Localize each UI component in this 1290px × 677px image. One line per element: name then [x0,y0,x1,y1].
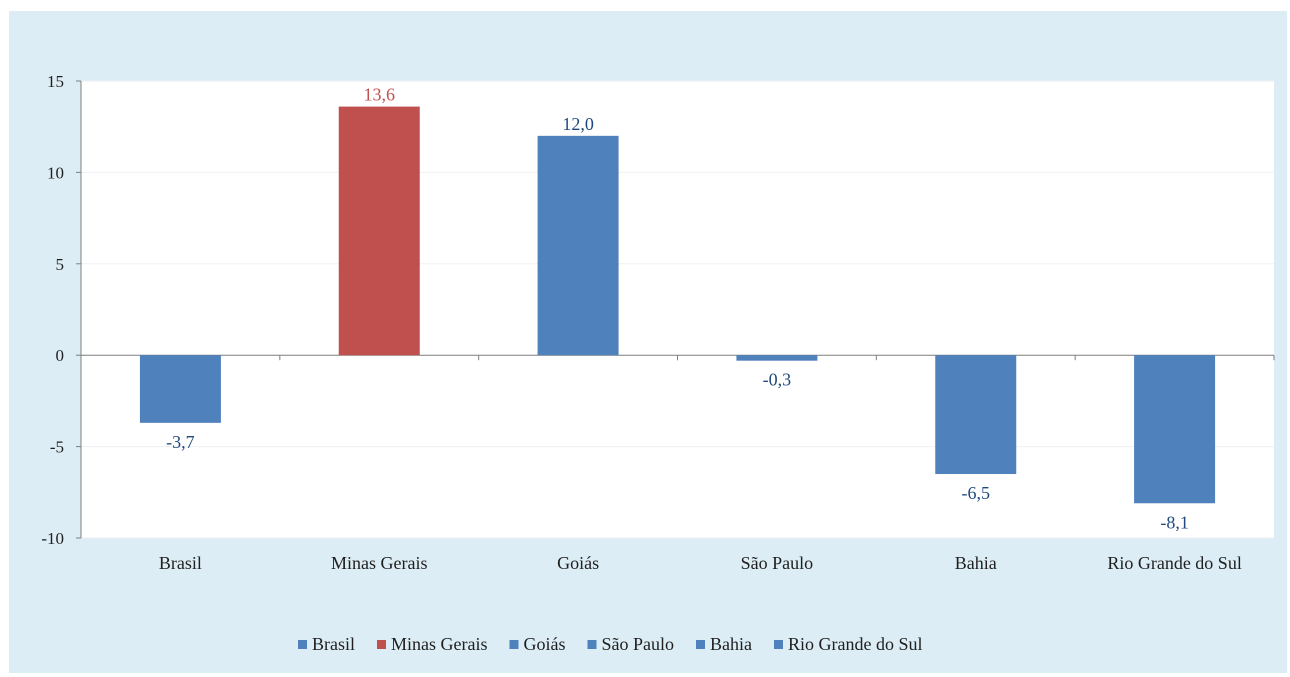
x-tick-label: São Paulo [741,553,814,573]
data-labels: -3,7 13,6 12,0 -0,3 -6,5 -8,1 [166,85,1189,533]
x-tick-label: Brasil [159,553,202,573]
x-tick-label: Bahia [955,553,997,573]
y-tick-label: -5 [50,438,64,457]
y-tick-label: -10 [41,529,64,548]
data-label: -6,5 [962,483,991,503]
y-tick-label: 15 [47,72,64,91]
data-label: 13,6 [364,85,396,105]
gridlines [81,80,1274,539]
legend-swatch [587,640,597,649]
axes [80,81,1275,538]
legend: Brasil Minas Gerais Goiás São Paulo Bahia Rio… [298,634,923,654]
y-tick-label: 5 [56,255,65,274]
legend-swatch [509,640,519,649]
legend-label: Brasil [312,634,355,654]
plot-area [81,81,1274,538]
data-label: -8,1 [1160,512,1189,532]
legend-swatch [774,640,783,649]
bar [537,135,619,356]
y-tick-label: 0 [56,346,65,365]
bar [139,355,221,423]
bar [1134,355,1216,504]
bar [338,106,420,356]
legend-swatch [696,640,705,649]
x-tick-label: Goiás [557,553,599,573]
x-axis-labels: Brasil Minas Gerais Goiás São Paulo Bahia Rio… [159,553,1242,573]
bar [935,355,1017,475]
data-label: -3,7 [166,432,195,452]
y-tick-label: 10 [47,163,64,182]
legend-label: São Paulo [601,634,674,654]
bars [139,106,1216,504]
legend-swatch [377,640,386,649]
x-tick-label: Rio Grande do Sul [1107,553,1242,573]
bar [736,355,818,361]
legend-label: Rio Grande do Sul [788,634,923,654]
legend-label: Goiás [523,634,565,654]
data-label: -0,3 [763,370,792,390]
legend-swatch [298,640,307,649]
x-tick-label: Minas Gerais [331,553,427,573]
legend-label: Minas Gerais [391,634,487,654]
data-label: 12,0 [562,114,594,134]
y-axis-ticks: -10 -5 0 5 10 15 [41,72,81,548]
legend-label: Bahia [710,634,752,654]
